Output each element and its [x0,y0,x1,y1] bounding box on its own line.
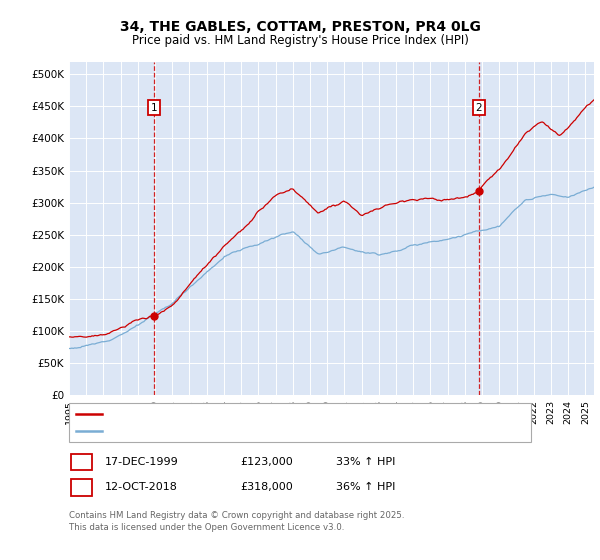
Text: 34, THE GABLES, COTTAM, PRESTON, PR4 0LG (detached house): 34, THE GABLES, COTTAM, PRESTON, PR4 0LG… [107,409,427,419]
Text: £318,000: £318,000 [240,482,293,492]
Text: Contains HM Land Registry data © Crown copyright and database right 2025.
This d: Contains HM Land Registry data © Crown c… [69,511,404,531]
Text: 34, THE GABLES, COTTAM, PRESTON, PR4 0LG: 34, THE GABLES, COTTAM, PRESTON, PR4 0LG [119,20,481,34]
Text: Price paid vs. HM Land Registry's House Price Index (HPI): Price paid vs. HM Land Registry's House … [131,34,469,46]
Text: 1: 1 [78,457,85,467]
Text: 17-DEC-1999: 17-DEC-1999 [105,457,179,467]
Text: 33% ↑ HPI: 33% ↑ HPI [336,457,395,467]
Text: 2: 2 [476,102,482,113]
Text: 12-OCT-2018: 12-OCT-2018 [105,482,178,492]
Text: 1: 1 [151,102,157,113]
Text: HPI: Average price, detached house, Preston: HPI: Average price, detached house, Pres… [107,426,329,436]
Text: £123,000: £123,000 [240,457,293,467]
Text: 2: 2 [78,482,85,492]
Text: 36% ↑ HPI: 36% ↑ HPI [336,482,395,492]
